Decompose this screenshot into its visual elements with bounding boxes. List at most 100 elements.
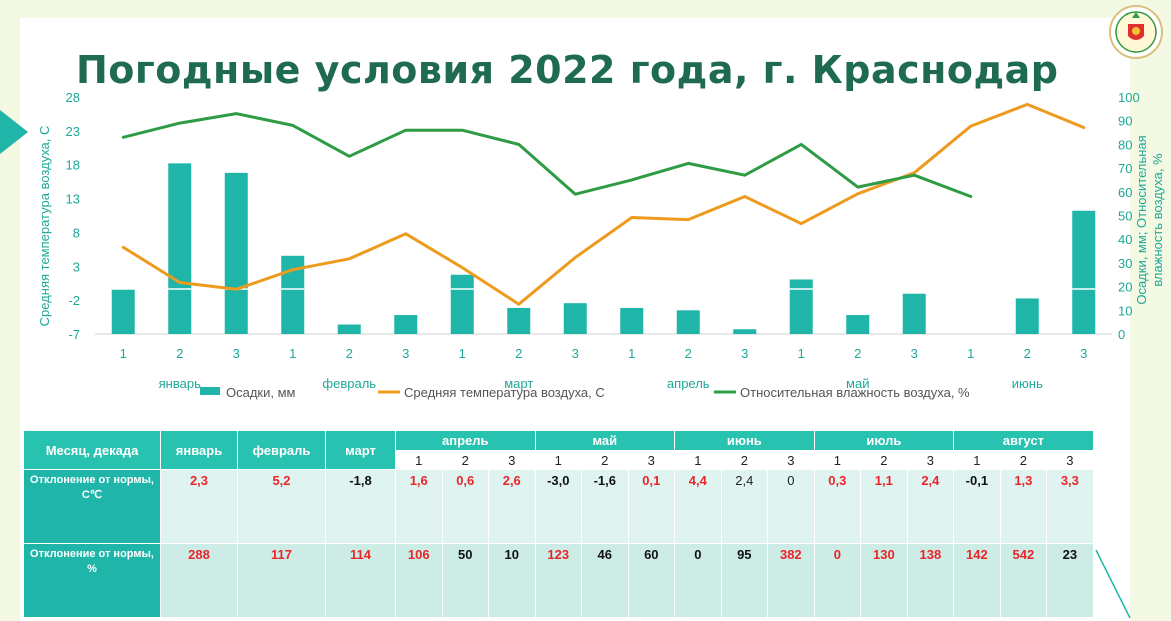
month-label: апрель (667, 376, 710, 391)
table-cell: 138 (906, 543, 955, 618)
precipitation-bar (789, 279, 813, 334)
precipitation-bar (676, 310, 700, 334)
decade-header: 3 (906, 450, 955, 470)
month-header: июль (813, 430, 955, 451)
table-cell: 2,3 (160, 469, 238, 544)
month-header: февраль (237, 430, 326, 470)
y-right-tick-label: 50 (1118, 209, 1132, 224)
y-left-tick-label: 13 (66, 192, 80, 207)
table-cell: 2,4 (720, 469, 769, 544)
precipitation-bar (620, 307, 644, 334)
table-cell: 3,3 (1046, 469, 1094, 544)
precipitation-bar (281, 255, 305, 334)
decade-header: 1 (674, 450, 722, 470)
table-cell: 0 (674, 543, 722, 618)
y-left-axis-label: Средняя температура воздуха, С (37, 126, 52, 327)
month-header: январь (160, 430, 238, 470)
month-label: май (846, 376, 869, 391)
y-right-axis-label-line: Осадки, мм; Относительная (1134, 135, 1149, 304)
decade-header: 1 (534, 450, 583, 470)
precipitation-bar (507, 307, 531, 334)
x-tick-label: 3 (1080, 346, 1087, 361)
x-tick-label: 2 (854, 346, 861, 361)
table-cell: 2,4 (906, 469, 955, 544)
y-left-tick-label: 28 (66, 90, 80, 105)
table-cell: 4,4 (674, 469, 722, 544)
table-cell: 60 (627, 543, 676, 618)
x-tick-label: 3 (741, 346, 748, 361)
chart-legend: Осадки, мм Средняя температура воздуха, С… (200, 385, 970, 400)
month-label: март (504, 376, 533, 391)
table-cell: 114 (325, 543, 396, 618)
month-header: апрель (395, 430, 536, 451)
table-cell: 142 (953, 543, 1001, 618)
table-cell: 288 (160, 543, 238, 618)
table-cell: 5,2 (237, 469, 326, 544)
month-header: июнь (674, 430, 815, 451)
x-tick-label: 2 (346, 346, 353, 361)
table-row: Отклонение от нормы, % 288 117 114 106 50 10 12… (23, 543, 1094, 618)
table-cell: 106 (395, 543, 443, 618)
table-cell: 0 (767, 469, 815, 544)
humidity-line (121, 112, 973, 198)
precipitation-bar (1015, 298, 1039, 334)
table-cell: 1,6 (395, 469, 443, 544)
decade-header: 3 (627, 450, 676, 470)
y-left-tick-label: 23 (66, 124, 80, 139)
legend-precipitation-label: Осадки, мм (226, 385, 296, 400)
table-cell: 0,6 (441, 469, 489, 544)
decorative-line (1095, 549, 1131, 619)
month-label: февраль (322, 376, 376, 391)
month-label: июнь (1012, 376, 1043, 391)
table-cell: 382 (767, 543, 815, 618)
decade-header: 2 (441, 450, 489, 470)
y-right-tick-label: 10 (1118, 303, 1132, 318)
y-left-tick-label: -7 (68, 327, 80, 342)
table-cell: -1,8 (325, 469, 396, 544)
table-cell: -0,1 (953, 469, 1001, 544)
y-left-tick-label: 3 (73, 259, 80, 274)
table-header-row: Месяц, декада январь февраль март апрель май и… (23, 430, 1094, 470)
decade-header: 3 (767, 450, 815, 470)
x-tick-label: 3 (572, 346, 579, 361)
decade-header: 2 (581, 450, 629, 470)
precipitation-bar (846, 315, 870, 334)
precipitation-bar (111, 288, 135, 334)
table-cell: 542 (999, 543, 1048, 618)
y-right-axis-label-line: влажность воздуха, % (1150, 153, 1165, 287)
decade-header: 3 (488, 450, 536, 470)
legend-temperature-label: Средняя температура воздуха, С (404, 385, 605, 400)
table-cell: 2,6 (488, 469, 536, 544)
decade-header: 2 (860, 450, 908, 470)
precipitation-bars (111, 163, 1096, 334)
table-row: Отклонение от нормы, С℃ 2,3 5,2 -1,8 1,6 0,6 2… (23, 469, 1094, 544)
chart-axes: 2823181383-2-71009080706050403020100Сред… (37, 90, 1165, 391)
decade-header: 1 (953, 450, 1001, 470)
decade-header: 3 (1046, 450, 1094, 470)
academy-emblem-icon (1109, 5, 1163, 59)
x-tick-label: 2 (515, 346, 522, 361)
y-right-tick-label: 90 (1118, 114, 1132, 129)
y-right-tick-label: 40 (1118, 232, 1132, 247)
precipitation-bar (1072, 210, 1096, 334)
table-cell: 0,1 (627, 469, 676, 544)
decade-header: 2 (720, 450, 769, 470)
x-tick-label: 1 (967, 346, 974, 361)
precipitation-bar (394, 315, 418, 334)
table-cell: 117 (237, 543, 326, 618)
precipitation-bar (450, 274, 474, 334)
decade-header: 2 (999, 450, 1048, 470)
x-tick-label: 1 (459, 346, 466, 361)
x-tick-label: 2 (176, 346, 183, 361)
table-corner-header: Месяц, декада (23, 430, 161, 470)
x-tick-label: 1 (798, 346, 805, 361)
table-cell: 123 (534, 543, 583, 618)
chart-lines (121, 102, 1086, 306)
table-cell: 1,3 (999, 469, 1048, 544)
table-cell: 1,1 (860, 469, 908, 544)
precipitation-bar (902, 293, 926, 334)
month-header: март (325, 430, 396, 470)
x-tick-label: 3 (911, 346, 918, 361)
table-cell: 10 (488, 543, 536, 618)
y-right-tick-label: 30 (1118, 256, 1132, 271)
